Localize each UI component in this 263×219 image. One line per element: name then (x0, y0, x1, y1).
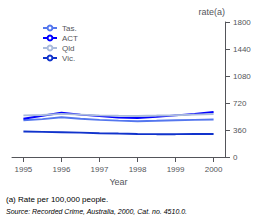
svg-text:1080: 1080 (233, 72, 251, 81)
svg-text:(a) Rate per 100,000 people.: (a) Rate per 100,000 people. (6, 195, 108, 204)
svg-text:Year: Year (109, 177, 127, 187)
svg-text:1440: 1440 (233, 45, 251, 54)
svg-text:360: 360 (233, 126, 247, 135)
svg-text:ACT: ACT (62, 34, 78, 43)
svg-text:1800: 1800 (233, 18, 251, 27)
svg-text:Tas.: Tas. (62, 24, 77, 33)
svg-text:Qld: Qld (62, 44, 74, 53)
svg-text:Vic.: Vic. (62, 54, 75, 63)
svg-text:rate(a): rate(a) (198, 7, 225, 17)
svg-text:1999: 1999 (167, 165, 185, 174)
svg-text:1996: 1996 (53, 165, 71, 174)
svg-text:1998: 1998 (129, 165, 147, 174)
svg-text:2000: 2000 (205, 165, 223, 174)
svg-text:0: 0 (233, 153, 238, 162)
svg-text:720: 720 (233, 99, 247, 108)
svg-text:1995: 1995 (15, 165, 33, 174)
svg-text:1997: 1997 (91, 165, 109, 174)
svg-text:Source: Recorded Crime, Austra: Source: Recorded Crime, Australia, 2000,… (6, 208, 187, 215)
